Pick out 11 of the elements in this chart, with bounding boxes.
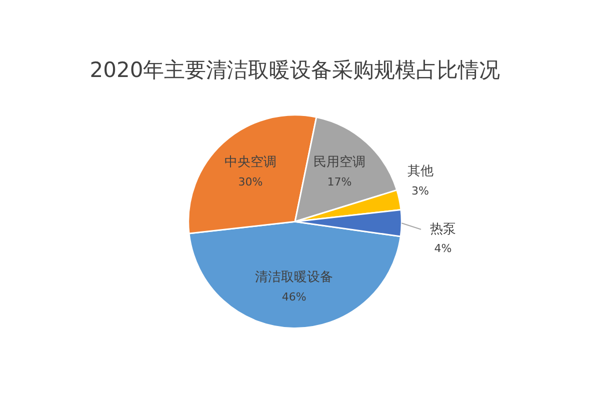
data-label: 17% [327,175,352,188]
slice-label: 热泵 [430,222,456,237]
slice-label: 中央空调 [224,155,276,170]
data-label: 4% [434,242,452,256]
slice-label: 其他 [407,164,434,179]
slice-label: 清洁取暖设备 [255,270,334,286]
data-label: 3% [412,184,429,198]
data-label: 46% [282,290,306,304]
data-label: 30% [238,176,263,189]
slice-label: 民用空调 [313,154,366,170]
chart-title: 2020年主要清洁取暖设备采购规模占比情况 [90,58,500,82]
